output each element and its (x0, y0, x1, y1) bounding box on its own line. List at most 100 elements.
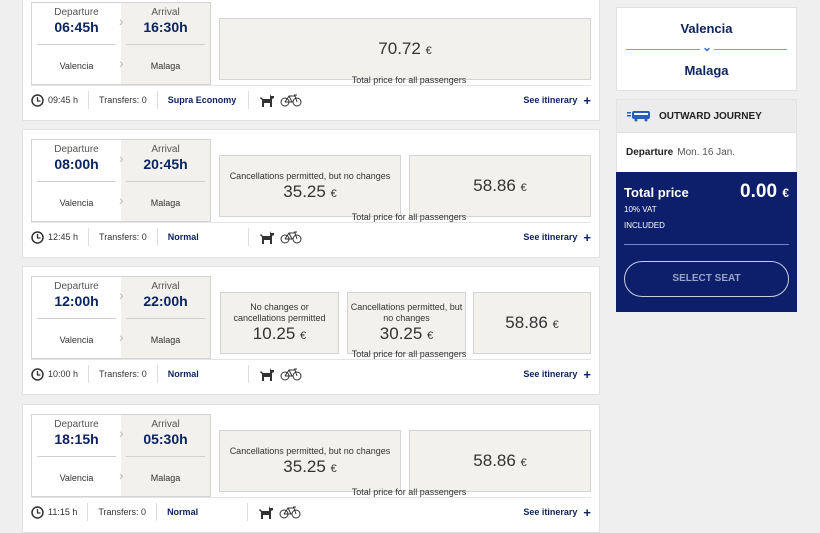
arrival-time: 05:30h (143, 431, 188, 447)
fare-conditions: Cancellations permitted, but no changes (229, 445, 391, 456)
departure-date: Mon. 16 Jan. (677, 147, 736, 158)
trip-card: Departure 12:00h Valencia › › Arrival 22… (22, 266, 600, 395)
vat-text: 10% VAT (624, 205, 657, 214)
fare-price: 30.25 € (348, 324, 465, 344)
see-itinerary-link[interactable]: See itinerary (523, 95, 578, 105)
fare-price: 70.72 € (220, 39, 590, 59)
divider (126, 44, 205, 45)
departure-column: Departure 08:00h Valencia (32, 140, 121, 221)
divider (624, 244, 789, 245)
clock-icon (31, 93, 44, 107)
destination-city: Malaga (150, 198, 181, 208)
fare-currency: € (520, 457, 527, 469)
departure-column: Departure 12:00h Valencia (32, 277, 121, 358)
fare-class: Supra Economy (167, 95, 237, 105)
fare-currency: € (552, 319, 559, 331)
divider (31, 497, 591, 498)
divider (31, 359, 591, 360)
total-currency: € (782, 186, 789, 200)
fare-currency: € (425, 45, 432, 57)
route-box: Departure 18:15h Valencia › › Arrival 05… (31, 414, 211, 497)
see-itinerary-link[interactable]: See itinerary (523, 232, 578, 242)
fare-price: 35.25 € (220, 457, 400, 477)
fare-option[interactable]: Cancellations permitted, but no changes … (219, 155, 401, 217)
clock-icon (31, 230, 44, 244)
destination-city: Malaga (150, 335, 181, 345)
arrival-label: Arrival (151, 419, 180, 430)
pet-icon (259, 367, 274, 381)
fare-option[interactable]: 70.72 € (219, 18, 591, 80)
arrival-column: › › Arrival 22:00h Malaga (119, 277, 210, 358)
fare-option[interactable]: No changes or cancellations permitted 10… (220, 292, 339, 354)
fare-option[interactable]: 58.86 € (473, 292, 591, 354)
chevron-down-icon: ⌄ (700, 40, 714, 55)
departure-column: Departure 06:45h Valencia (32, 3, 121, 84)
transfers: Transfers: 0 (99, 369, 147, 379)
arrival-label: Arrival (151, 281, 180, 292)
price-caption: Total price for all passengers (351, 212, 467, 222)
departure-label: Departure (54, 7, 99, 18)
chevron-right-icon: › (119, 13, 124, 29)
divider (37, 456, 116, 457)
see-itinerary-link[interactable]: See itinerary (523, 369, 578, 379)
trip-footer: 11:15 h Transfers: 0 Normal See itinerar… (31, 501, 591, 523)
fare-price: 58.86 € (410, 451, 590, 471)
departure-column: Departure 18:15h Valencia (32, 415, 121, 496)
divider (126, 181, 205, 182)
fare-option[interactable]: 58.86 € (409, 430, 591, 492)
fare-conditions: Cancellations permitted, but no changes (229, 170, 391, 181)
arrival-time: 20:45h (143, 156, 188, 172)
clock-icon (31, 505, 44, 519)
fare-class: Normal (167, 232, 199, 242)
total-label: Total price (624, 185, 689, 200)
fare-price: 10.25 € (221, 324, 338, 344)
fare-currency: € (427, 330, 434, 342)
fare-option[interactable]: Cancellations permitted, but no changes … (347, 292, 466, 354)
origin-city: Valencia (59, 61, 94, 71)
chevron-right-icon: › (119, 287, 124, 303)
fare-amount: 58.86 (473, 451, 516, 470)
departure-time: 12:00h (54, 293, 99, 309)
select-seat-button[interactable]: SELECT SEAT (624, 261, 789, 297)
transfers: Transfers: 0 (99, 232, 147, 242)
trip-footer: 10:00 h Transfers: 0 Normal See itinerar… (31, 363, 591, 385)
price-caption: Total price for all passengers (351, 75, 467, 85)
duration: 11:15 h (48, 507, 78, 517)
arrival-time: 22:00h (143, 293, 188, 309)
chevron-right-icon: › (119, 150, 124, 166)
expand-plus-icon[interactable]: + (583, 229, 591, 245)
fare-conditions: No changes or cancellations permitted (233, 302, 326, 323)
expand-plus-icon[interactable]: + (583, 92, 591, 108)
bicycle-icon (280, 368, 302, 380)
included-text: INCLUDED (624, 221, 665, 230)
fare-currency: € (330, 462, 337, 475)
total-amount: 0.00 (740, 181, 778, 202)
duration: 12:45 h (48, 232, 79, 242)
bicycle-icon (280, 231, 302, 243)
route-box: Departure 08:00h Valencia › › Arrival 20… (31, 139, 211, 222)
journey-title: OUTWARD JOURNEY (659, 110, 762, 122)
see-itinerary-link[interactable]: See itinerary (523, 507, 578, 517)
divider (37, 181, 116, 182)
fare-amount: 35.25 (283, 456, 326, 476)
divider (126, 318, 205, 319)
fare-amount: 70.72 (378, 39, 421, 58)
divider (126, 456, 205, 457)
total-value: 0.00 € (740, 181, 789, 203)
price-caption: Total price for all passengers (351, 349, 467, 359)
separator (156, 91, 158, 109)
fare-option[interactable]: Cancellations permitted, but no changes … (219, 430, 401, 492)
trip-footer: 09:45 h Transfers: 0 Supra Economy See i… (31, 89, 591, 111)
expand-plus-icon[interactable]: + (583, 366, 591, 382)
destination-city: Malaga (150, 61, 181, 71)
duration: 10:00 h (48, 369, 79, 379)
departure-row: Departure Mon. 16 Jan. (616, 133, 797, 172)
departure-time: 08:00h (54, 156, 99, 172)
expand-plus-icon[interactable]: + (583, 504, 591, 520)
departure-label: Departure (54, 419, 99, 430)
fare-conditions: Cancellations permitted, but no changes (350, 302, 463, 323)
separator (247, 91, 249, 109)
fare-option[interactable]: 58.86 € (409, 155, 591, 217)
separator (156, 503, 158, 521)
divider (31, 85, 591, 86)
